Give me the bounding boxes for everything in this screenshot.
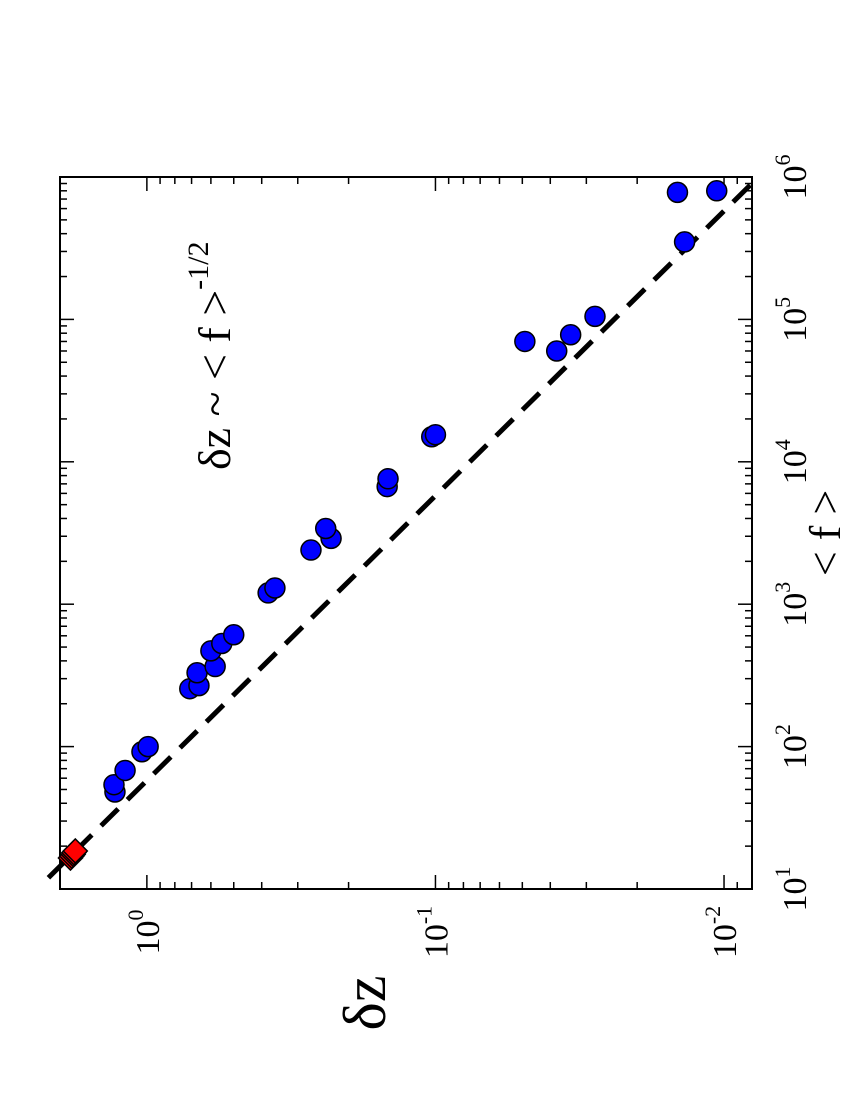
- y-tick-label-text: 100: [123, 910, 167, 955]
- data-point-circle: [584, 305, 606, 328]
- x-tick-label-base: 10: [777, 450, 814, 484]
- x-tick-label-text: 105: [770, 297, 814, 342]
- y-tick-label-text: 10-1: [411, 906, 455, 958]
- data-point-circle: [314, 517, 337, 540]
- y-tick-label-exp: 0: [123, 910, 148, 921]
- y-tick-label-exp: -1: [411, 906, 436, 924]
- data-points: [57, 180, 728, 872]
- x-tick-label-exp: 2: [770, 724, 795, 735]
- data-point-circle: [103, 773, 125, 796]
- y-tick-label: 10-2: [700, 906, 744, 958]
- y-tick-label-exp: -2: [700, 906, 725, 924]
- x-tick-label: 104: [770, 439, 814, 484]
- x-tick-label-text: 101: [770, 867, 814, 912]
- x-tick-label-exp: 5: [770, 297, 795, 308]
- y-tick-label-base: 10: [418, 924, 455, 958]
- data-point-circle: [673, 231, 696, 253]
- x-tick-label: 102: [770, 724, 814, 769]
- y-tick-label-text: 10-2: [700, 906, 744, 958]
- x-tick-label-text: 103: [770, 582, 814, 627]
- data-point-square: [62, 837, 89, 865]
- data-point-circle: [666, 181, 689, 204]
- x-tick-label-text: 106: [770, 155, 814, 200]
- y-tick-label-base: 10: [707, 924, 744, 958]
- data-point-circle: [559, 324, 582, 346]
- y-tick-label-base: 10: [130, 921, 167, 955]
- data-point-circle: [377, 468, 399, 490]
- annotation-exponent: -1/2: [182, 241, 215, 289]
- y-tick-label: 100: [123, 910, 167, 955]
- data-point-circle: [222, 624, 245, 646]
- data-point-circle: [114, 759, 136, 782]
- plot-frame: [59, 176, 753, 890]
- data-point-circle: [186, 662, 208, 684]
- x-tick-label-base: 10: [777, 166, 814, 200]
- y-axis-label: δz: [332, 976, 398, 1031]
- x-tick-label: 101: [770, 867, 814, 912]
- x-tick-label-exp: 3: [770, 582, 795, 593]
- axis-ticks: [59, 176, 753, 890]
- x-tick-label: 106: [770, 155, 814, 200]
- data-point-circle: [514, 330, 536, 353]
- data-point-circle: [264, 577, 286, 599]
- fit-line-group: [46, 181, 754, 880]
- annotation-text: δz ~ < f >: [189, 290, 240, 470]
- data-point-circle: [545, 340, 568, 362]
- x-tick-label-base: 10: [777, 308, 814, 342]
- y-tick-label: 10-1: [411, 906, 455, 958]
- x-tick-label-text: 104: [770, 439, 814, 484]
- x-axis-label: < f >: [801, 490, 850, 576]
- fit-line: [46, 181, 754, 880]
- data-point-circle: [137, 735, 159, 758]
- x-tick-label-base: 10: [777, 735, 814, 769]
- x-tick-label-exp: 1: [770, 867, 795, 878]
- x-tick-label-text: 102: [770, 724, 814, 769]
- data-point-circle: [424, 423, 447, 446]
- x-tick-label: 105: [770, 297, 814, 342]
- x-tick-label-base: 10: [777, 593, 814, 627]
- x-tick-label-exp: 4: [770, 439, 795, 450]
- data-point-circle: [705, 180, 728, 202]
- x-tick-label-exp: 6: [770, 155, 795, 166]
- x-tick-label-base: 10: [777, 878, 814, 912]
- annotation: δz ~ < f >-1/2: [182, 241, 240, 470]
- svg-text:δz ~ < f >-1/2: δz ~ < f >-1/2: [182, 241, 240, 470]
- x-tick-label: 103: [770, 582, 814, 627]
- data-point-circle: [300, 539, 322, 561]
